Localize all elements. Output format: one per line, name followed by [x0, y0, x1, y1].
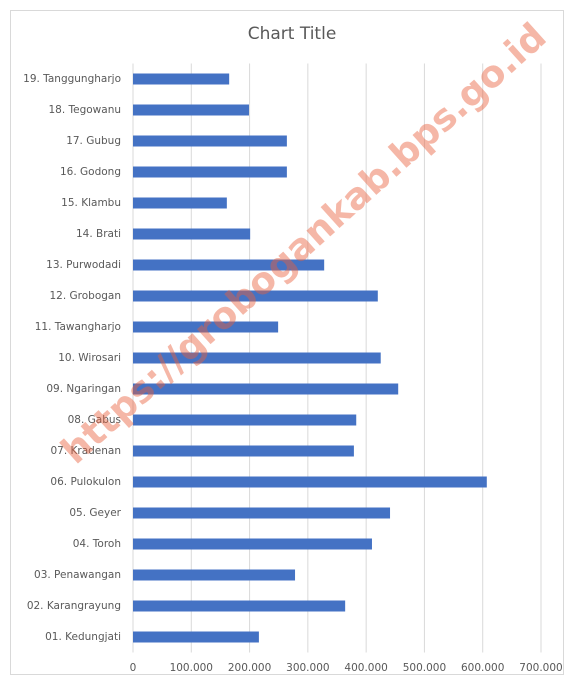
y-tick-label: 04. Toroh	[73, 538, 121, 550]
x-tick-label: 700.000	[519, 662, 562, 674]
bar	[133, 445, 354, 457]
y-tick-label: 01. Kedungjati	[45, 631, 121, 643]
bar	[133, 166, 287, 178]
y-tick-label: 02. Karangrayung	[27, 600, 121, 612]
bar	[133, 104, 249, 116]
bar	[133, 383, 399, 395]
x-tick-label: 500.000	[403, 662, 446, 674]
y-tick-label: 18. Tegowanu	[48, 104, 121, 116]
bar	[133, 631, 259, 643]
y-tick-label: 05. Geyer	[69, 507, 121, 519]
x-tick-label: 400.000	[344, 662, 387, 674]
bar	[133, 290, 378, 302]
bar	[133, 197, 227, 209]
y-tick-label: 17. Gubug	[66, 135, 121, 147]
y-tick-label: 15. Klambu	[61, 197, 121, 209]
y-tick-label: 11. Tawangharjo	[35, 321, 121, 333]
y-tick-label: 06. Pulokulon	[50, 476, 121, 488]
x-tick-label: 100.000	[170, 662, 213, 674]
bar	[133, 476, 487, 488]
y-tick-label: 08. Gabus	[68, 414, 121, 426]
chart-frame	[10, 10, 564, 675]
x-tick-label: 0	[130, 662, 137, 674]
y-tick-label: 10. Wirosari	[58, 352, 121, 364]
x-tick-label: 200.000	[228, 662, 271, 674]
y-tick-label: 07. Kradenan	[50, 445, 121, 457]
bar	[133, 352, 381, 364]
y-tick-label: 09. Ngaringan	[46, 383, 121, 395]
y-tick-label: 03. Penawangan	[34, 569, 121, 581]
bar	[133, 538, 372, 550]
bar	[133, 259, 325, 271]
y-tick-label: 16. Godong	[60, 166, 121, 178]
bar	[133, 135, 287, 147]
y-tick-label: 14. Brati	[76, 228, 121, 240]
bar	[133, 600, 346, 612]
bar	[133, 507, 391, 519]
bar	[133, 321, 279, 333]
y-tick-label: 19. Tanggungharjo	[23, 73, 121, 85]
bar	[133, 414, 357, 426]
bar	[133, 569, 296, 581]
bar	[133, 228, 251, 240]
y-tick-label: 12. Grobogan	[49, 290, 121, 302]
chart-title: Chart Title	[248, 24, 337, 44]
y-tick-label: 13. Purwodadi	[46, 259, 121, 271]
x-tick-label: 600.000	[461, 662, 504, 674]
bar	[133, 73, 230, 85]
x-tick-label: 300.000	[286, 662, 329, 674]
